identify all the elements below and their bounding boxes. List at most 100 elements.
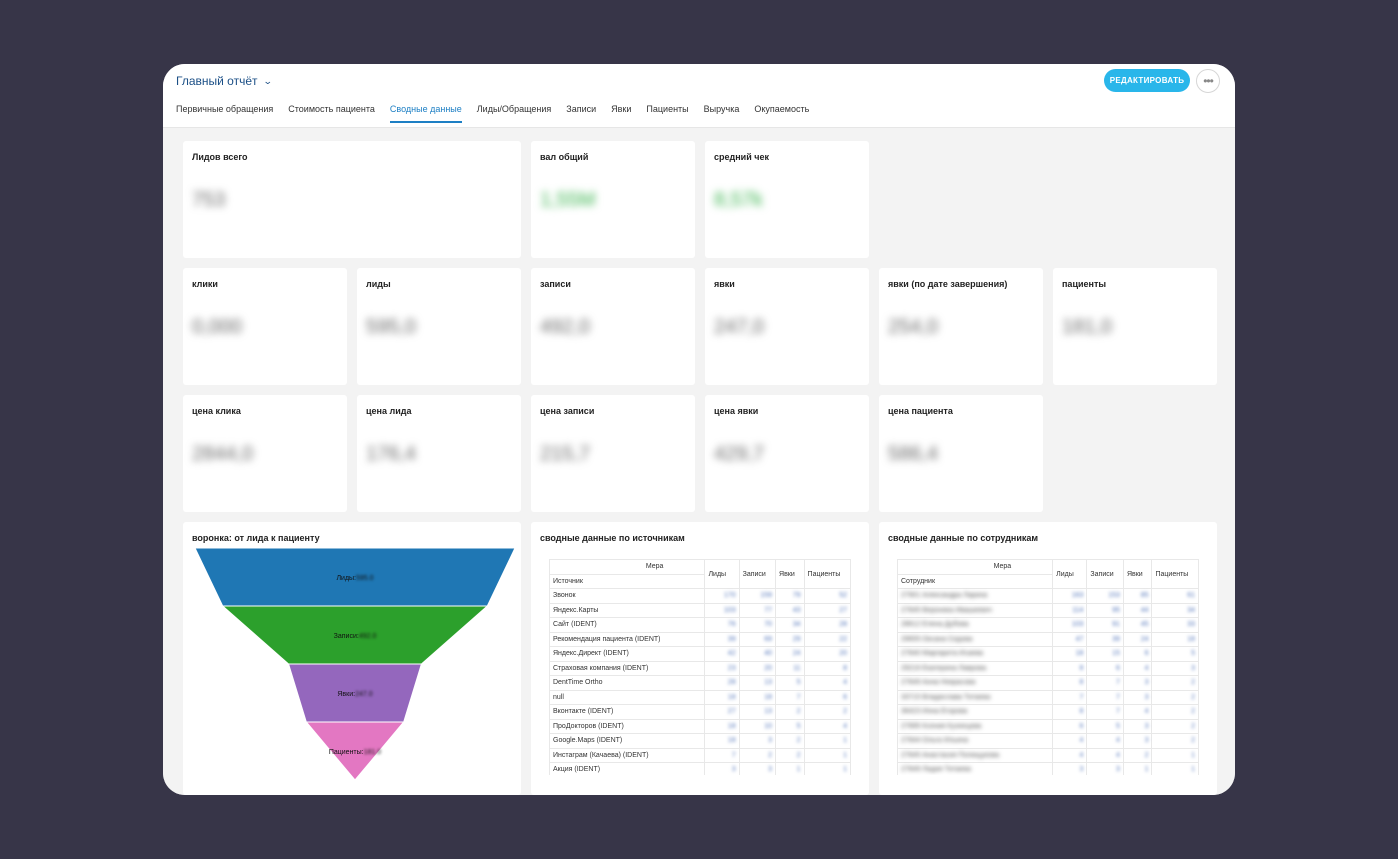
cell-value: 6 [1122, 646, 1153, 662]
tab-1[interactable]: Стоимость пациента [288, 104, 375, 114]
kpi-label: явки [714, 279, 735, 289]
cell-value: 1 [803, 733, 851, 749]
cell-value: 4 [803, 675, 851, 691]
row-label: 27901 Александра Ларина [897, 588, 1054, 604]
cell-value: 3 [704, 762, 740, 775]
cell-value: 6 [1052, 718, 1088, 734]
row-header: Источник [549, 573, 706, 589]
table-row: Google.Maps (IDENT) 18 3 2 1 [549, 733, 851, 749]
tab-5[interactable]: Явки [611, 104, 632, 114]
cell-value: 70 [738, 617, 777, 633]
cell-value: 42 [704, 646, 740, 662]
kpi-card-lead-price: цена лида 176,4 [357, 395, 521, 512]
table-corner: Мера [549, 559, 706, 574]
kpi-value: 176,4 [366, 443, 417, 465]
kpi-card-visits-completed: явки (по дате завершения) 254,0 [879, 268, 1043, 385]
report-title-dropdown[interactable]: Главный отчёт ⌄ [176, 74, 272, 88]
funnel-title: воронка: от лида к пациенту [192, 533, 320, 543]
cell-value: 5 [775, 675, 805, 691]
more-options-icon[interactable]: ••• [1196, 69, 1220, 93]
kpi-label: явки (по дате завершения) [888, 279, 1008, 289]
cell-value: 34 [775, 617, 805, 633]
cell-value: 85 [1122, 588, 1153, 604]
cell-value: 2 [803, 704, 851, 720]
tab-2[interactable]: Сводные данные [389, 104, 462, 123]
funnel-stage-value: 595.0 [356, 575, 374, 582]
cell-value: 18 [1151, 631, 1199, 647]
row-label: 33715 Владислава Титаева [897, 689, 1054, 705]
table-corner: Мера [897, 559, 1054, 574]
row-label: 36423 Инна Егорова [897, 704, 1054, 720]
cell-value: 3 [1052, 762, 1088, 775]
row-label: Сайт (IDENT) [549, 617, 706, 633]
cell-value: 18 [1052, 646, 1088, 662]
cell-value: 3 [1086, 762, 1124, 775]
kpi-value: 1,55M [540, 189, 596, 211]
cell-value: 114 [1052, 602, 1088, 618]
cell-value: 1 [775, 762, 805, 775]
col-header: Записи [738, 559, 777, 589]
kpi-card-patients: пациенты 181,0 [1053, 268, 1217, 385]
funnel-label-2: Явки:247.0 [337, 691, 372, 698]
table-row: ПроДокторов (IDENT) 18 10 5 4 [549, 718, 851, 734]
cell-value: 4 [1086, 747, 1124, 763]
cell-value: 27 [704, 704, 740, 720]
tab-3[interactable]: Лиды/Обращения [476, 104, 552, 114]
cell-value: 170 [704, 588, 740, 604]
kpi-value: 753 [192, 189, 226, 211]
cell-value: 4 [1052, 733, 1088, 749]
staff-table-scroll[interactable]: Мера Лиды Записи Явки Пациенты Сотрудник 27901… [897, 559, 1199, 775]
report-title: Главный отчёт [176, 74, 258, 88]
tab-0[interactable]: Первичные обращения [176, 104, 274, 114]
table-row: Яндекс.Директ (IDENT) 42 40 24 20 [549, 646, 851, 662]
cell-value: 18 [704, 689, 740, 705]
row-label: Инстаграм (Качаева) (IDENT) [549, 747, 706, 763]
table-row: 27895 Ксения Кузнецова 6 5 3 2 [897, 718, 1199, 734]
dashboard-content: Лидов всего 753 вал общий 1,55M средний … [163, 128, 1235, 795]
col-header: Записи [1086, 559, 1124, 589]
table-row: 36423 Инна Егорова 8 7 4 2 [897, 704, 1199, 720]
row-label: 29655 Оксана Седова [897, 631, 1054, 647]
funnel-stage-value: 247.0 [355, 691, 373, 698]
kpi-value: 254,0 [888, 316, 939, 338]
tab-8[interactable]: Окупаемость [754, 104, 810, 114]
kpi-label: цена пациента [888, 406, 953, 416]
cell-value: 8 [1052, 675, 1088, 691]
col-header: Лиды [704, 559, 740, 589]
cell-value: 28 [803, 617, 851, 633]
kpi-card-clicks: клики 0,000 [183, 268, 347, 385]
funnel-label-0: Лиды:595.0 [336, 575, 373, 582]
cell-value: 39 [1086, 631, 1124, 647]
cell-value: 20 [803, 646, 851, 662]
table-row: 33715 Владислава Титаева 7 7 3 2 [897, 689, 1199, 705]
cell-value: 2 [738, 747, 777, 763]
cell-value: 3 [1122, 675, 1153, 691]
kpi-label: лиды [366, 279, 391, 289]
row-label: 27840 Маргарита Исаева [897, 646, 1054, 662]
cell-value: 13 [738, 704, 777, 720]
kpi-label: средний чек [714, 152, 769, 162]
cell-value: 5 [1086, 718, 1124, 734]
cell-value: 22 [803, 631, 851, 647]
edit-button[interactable]: РЕДАКТИРОВАТЬ [1104, 69, 1190, 92]
cell-value: 43 [775, 602, 805, 618]
kpi-label: цена лида [366, 406, 412, 416]
row-label: Вконтакте (IDENT) [549, 704, 706, 720]
table-row: Звонок 170 159 79 52 [549, 588, 851, 604]
cell-value: 153 [1086, 588, 1124, 604]
cell-value: 34 [1151, 602, 1199, 618]
tab-7[interactable]: Выручка [703, 104, 740, 114]
col-header: Лиды [1052, 559, 1088, 589]
kpi-value: 586,4 [888, 443, 939, 465]
table-row: DentTime Ortho 28 13 5 4 [549, 675, 851, 691]
tab-6[interactable]: Пациенты [646, 104, 689, 114]
funnel-chart: Лиды:595.0 Записи:492.0 Явки:247.0 Пациенты… [194, 547, 516, 781]
cell-value: 23 [704, 660, 740, 676]
tab-4[interactable]: Записи [566, 104, 597, 114]
sources-table-scroll[interactable]: Мера Лиды Записи Явки Пациенты Источник Звонок… [549, 559, 851, 775]
cell-value: 7 [775, 689, 805, 705]
cell-value: 8 [803, 660, 851, 676]
cell-value: 103 [1052, 617, 1088, 633]
cell-value: 24 [1122, 631, 1153, 647]
cell-value: 1 [1122, 762, 1153, 775]
